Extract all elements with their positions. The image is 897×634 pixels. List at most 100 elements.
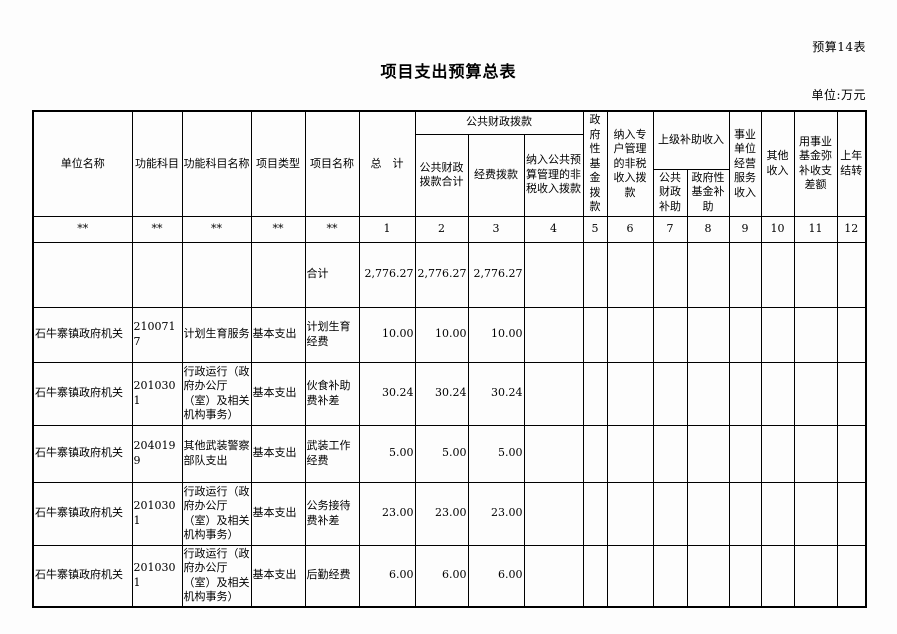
header-carryover: 上年结转 bbox=[836, 110, 867, 217]
table-cell bbox=[606, 361, 654, 426]
table-cell bbox=[836, 424, 867, 483]
index-cell: 7 bbox=[652, 215, 688, 243]
table-cell bbox=[250, 241, 306, 308]
table-cell: 5.00 bbox=[414, 424, 469, 483]
table-cell bbox=[523, 241, 584, 308]
table-cell: 30.24 bbox=[467, 361, 525, 426]
table-cell: 行政运行（政府办公厅（室）及相关机构事务） bbox=[181, 361, 252, 426]
table-cell bbox=[836, 361, 867, 426]
table-cell bbox=[652, 481, 688, 546]
header-project-name: 项目名称 bbox=[304, 110, 360, 217]
table-cell: 基本支出 bbox=[250, 481, 306, 546]
table-cell bbox=[523, 481, 584, 546]
index-cell: 12 bbox=[836, 215, 867, 243]
table-cell: 10.00 bbox=[358, 306, 416, 363]
table-cell: 石牛寨镇政府机关 bbox=[32, 481, 133, 546]
table-row: 石牛寨镇政府机关 2100717 计划生育服务 基本支出 计划生育经费 10.0… bbox=[32, 306, 867, 363]
table-cell: 2,776.27 bbox=[358, 241, 416, 308]
table-cell bbox=[793, 361, 838, 426]
table-cell bbox=[793, 481, 838, 546]
table-cell: 2010301 bbox=[131, 544, 183, 608]
table-cell: 公务接待费补差 bbox=[304, 481, 360, 546]
table-row-total: 合计 2,776.27 2,776.27 2,776.27 bbox=[32, 241, 867, 308]
table-cell bbox=[728, 544, 762, 608]
table-cell bbox=[728, 241, 762, 308]
table-cell bbox=[836, 241, 867, 308]
header-fund-allocation: 经费拨款 bbox=[467, 133, 525, 217]
table-cell bbox=[523, 424, 584, 483]
table-cell: 2100717 bbox=[131, 306, 183, 363]
table-cell bbox=[606, 424, 654, 483]
table-cell: 6.00 bbox=[358, 544, 416, 608]
table-cell: 其他武装警察部队支出 bbox=[181, 424, 252, 483]
table-cell bbox=[523, 544, 584, 608]
header-other-income: 其他收入 bbox=[760, 110, 795, 217]
table-cell bbox=[728, 306, 762, 363]
table-cell bbox=[760, 241, 795, 308]
budget-table: 单位名称 功能科目 功能科目名称 项目类型 项目名称 总 计 公共财政拨款 政府… bbox=[32, 110, 867, 608]
table-cell bbox=[652, 361, 688, 426]
table-cell: 2,776.27 bbox=[414, 241, 469, 308]
table-row: 石牛寨镇政府机关 2010301 行政运行（政府办公厅（室）及相关机构事务） 基… bbox=[32, 361, 867, 426]
table-cell bbox=[582, 361, 608, 426]
table-cell: 计划生育服务 bbox=[181, 306, 252, 363]
table-cell bbox=[181, 241, 252, 308]
index-cell: ** bbox=[304, 215, 360, 243]
table-cell bbox=[686, 544, 730, 608]
index-cell: 4 bbox=[523, 215, 584, 243]
table-cell: 石牛寨镇政府机关 bbox=[32, 361, 133, 426]
table-cell: 2,776.27 bbox=[467, 241, 525, 308]
index-cell: 6 bbox=[606, 215, 654, 243]
table-cell: 2040199 bbox=[131, 424, 183, 483]
table-cell: 基本支出 bbox=[250, 361, 306, 426]
table-cell: 计划生育经费 bbox=[304, 306, 360, 363]
index-row: ** ** ** ** ** 1 2 3 4 5 6 7 8 9 10 11 1… bbox=[32, 215, 867, 243]
table-cell bbox=[728, 361, 762, 426]
table-cell: 行政运行（政府办公厅（室）及相关机构事务） bbox=[181, 544, 252, 608]
table-cell bbox=[686, 361, 730, 426]
table-cell: 石牛寨镇政府机关 bbox=[32, 306, 133, 363]
header-public-finance-subsidy: 公共财政补助 bbox=[652, 168, 688, 217]
table-cell: 2010301 bbox=[131, 361, 183, 426]
table-cell bbox=[582, 241, 608, 308]
table-cell bbox=[793, 241, 838, 308]
table-cell: 行政运行（政府办公厅（室）及相关机构事务） bbox=[181, 481, 252, 546]
header-row-3: 公共财政补助 政府性基金补助 bbox=[33, 168, 866, 217]
table-cell: 石牛寨镇政府机关 bbox=[32, 544, 133, 608]
table-row: 石牛寨镇政府机关 2010301 行政运行（政府办公厅（室）及相关机构事务） 基… bbox=[32, 544, 867, 608]
table-cell bbox=[760, 306, 795, 363]
table-cell bbox=[582, 544, 608, 608]
table-cell: 合计 bbox=[304, 241, 360, 308]
table-cell: 基本支出 bbox=[250, 544, 306, 608]
table-cell: 基本支出 bbox=[250, 424, 306, 483]
index-cell: ** bbox=[181, 215, 252, 243]
header-fund-balance-makeup: 用事业基金弥补收支差额 bbox=[793, 110, 838, 217]
table-cell bbox=[728, 424, 762, 483]
table-cell bbox=[760, 424, 795, 483]
index-cell: 8 bbox=[686, 215, 730, 243]
table-cell: 石牛寨镇政府机关 bbox=[32, 424, 133, 483]
index-cell: 3 bbox=[467, 215, 525, 243]
table-cell: 武装工作经费 bbox=[304, 424, 360, 483]
index-cell: 2 bbox=[414, 215, 469, 243]
table-cell bbox=[728, 481, 762, 546]
table-cell bbox=[582, 481, 608, 546]
header-gov-fund: 政府性基金拨款 bbox=[582, 110, 608, 217]
table-cell bbox=[793, 424, 838, 483]
table-cell bbox=[523, 306, 584, 363]
table-cell: 5.00 bbox=[467, 424, 525, 483]
table-cell bbox=[652, 424, 688, 483]
table-cell bbox=[686, 424, 730, 483]
table-cell: 30.24 bbox=[358, 361, 416, 426]
table-cell bbox=[836, 306, 867, 363]
header-public-finance-total: 公共财政拨款合计 bbox=[414, 133, 469, 217]
unit-note: 单位:万元 bbox=[811, 88, 866, 102]
table-cell bbox=[606, 306, 654, 363]
header-project-type: 项目类型 bbox=[250, 110, 306, 217]
index-cell: ** bbox=[250, 215, 306, 243]
index-cell: ** bbox=[131, 215, 183, 243]
header-function-code: 功能科目 bbox=[131, 110, 183, 217]
header-function-name: 功能科目名称 bbox=[181, 110, 252, 217]
table-row: 石牛寨镇政府机关 2040199 其他武装警察部队支出 基本支出 武装工作经费 … bbox=[32, 424, 867, 483]
table-cell bbox=[523, 361, 584, 426]
